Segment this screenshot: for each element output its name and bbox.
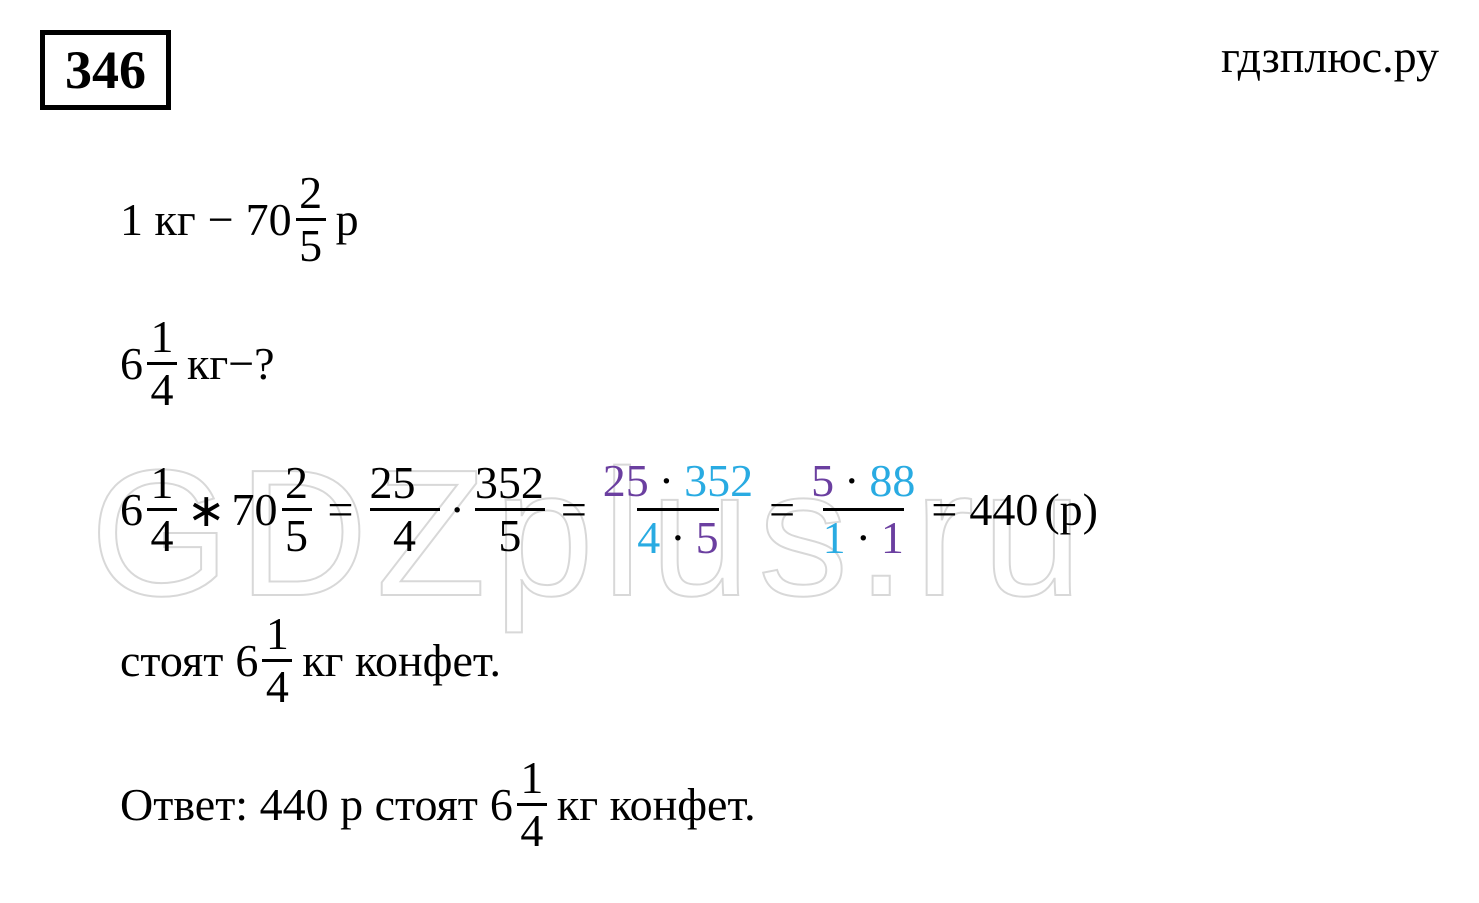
whole-part: 6 [120, 337, 143, 390]
line2-suffix: кг−? [187, 337, 275, 390]
multiply-sign: ∗ [187, 483, 226, 537]
denominator: 4 [262, 659, 292, 710]
content-area: GDZplus.ru 1 кг − 70 2 5 р 6 1 4 кг−? 6 [40, 170, 1439, 854]
fraction: 1 4 [262, 611, 292, 710]
denominator: 5 [475, 508, 545, 559]
site-name: гдзплюс.ру [1221, 30, 1439, 83]
numerator: 1 [151, 314, 174, 362]
num-5: 5 [811, 458, 834, 504]
whole-part: 70 [246, 193, 292, 246]
numerator-row: 5 · 88 [811, 458, 915, 508]
whole-part: 6 [235, 634, 258, 687]
line1-prefix: 1 кг [120, 193, 196, 246]
problem-number-box: 346 [40, 30, 171, 110]
line4-prefix: стоят [120, 634, 223, 687]
dot: · [844, 458, 859, 504]
calculation-line: 6 1 4 ∗ 70 2 5 = 25 4 · 352 5 = 25 [120, 458, 1439, 561]
denominator: 4 [517, 803, 547, 854]
numerator: 1 [266, 611, 289, 659]
numerator: 2 [299, 170, 322, 218]
answer-line: Ответ: 440 р стоят 6 1 4 кг конфет. [120, 755, 1439, 854]
equals-sign: = [561, 483, 587, 536]
minus-sign: − [208, 193, 234, 246]
mixed-fraction-70-2-5: 70 2 5 [232, 460, 316, 559]
fraction-352-5: 352 5 [475, 460, 545, 559]
colored-fraction-2: 5 · 88 1 · 1 [811, 458, 915, 561]
statement-line: стоят 6 1 4 кг конфет. [120, 611, 1439, 710]
fraction: 1 4 [147, 460, 177, 559]
fraction: 1 4 [147, 314, 177, 413]
numerator: 352 [475, 460, 545, 508]
fraction: 2 5 [296, 170, 326, 269]
numerator: 1 [520, 755, 543, 803]
answer-suffix: кг конфет. [557, 778, 756, 831]
denominator: 4 [147, 362, 177, 413]
num-352: 352 [684, 458, 753, 504]
den-1: 1 [881, 515, 904, 561]
den-5: 5 [696, 515, 719, 561]
equals-sign: = [769, 483, 795, 536]
fraction: 2 5 [282, 460, 312, 559]
given-line-2: 6 1 4 кг−? [120, 314, 1439, 413]
numerator: 2 [285, 460, 308, 508]
whole-part: 70 [232, 483, 278, 536]
num-88: 88 [869, 458, 915, 504]
denominator-row: 4 · 5 [637, 508, 718, 561]
mixed-fraction-6-1-4: 6 1 4 [490, 755, 551, 854]
fraction: 1 4 [517, 755, 547, 854]
result-value: 440 [969, 483, 1038, 536]
den-4: 4 [637, 515, 660, 561]
fraction-25-4: 25 4 [370, 460, 440, 559]
numerator-row: 25 · 352 [603, 458, 753, 508]
num-25: 25 [603, 458, 649, 504]
line4-suffix: кг конфет. [302, 634, 501, 687]
numerator: 1 [151, 460, 174, 508]
mixed-fraction-70-2-5: 70 2 5 [246, 170, 330, 269]
mixed-fraction-6-1-4: 6 1 4 [120, 314, 181, 413]
unit-ruble: р [336, 193, 359, 246]
denominator: 4 [147, 508, 177, 559]
given-line-1: 1 кг − 70 2 5 р [120, 170, 1439, 269]
colored-fraction-1: 25 · 352 4 · 5 [603, 458, 753, 561]
dot: · [856, 515, 871, 561]
mixed-fraction-6-1-4: 6 1 4 [120, 460, 181, 559]
dot: · [670, 515, 685, 561]
whole-part: 6 [490, 778, 513, 831]
numerator: 25 [370, 460, 440, 508]
denominator: 5 [296, 218, 326, 269]
whole-part: 6 [120, 483, 143, 536]
denominator-row: 1 · 1 [823, 508, 904, 561]
dot-multiply: · [450, 483, 465, 536]
dot: · [659, 458, 674, 504]
denominator: 4 [370, 508, 440, 559]
denominator: 5 [282, 508, 312, 559]
mixed-fraction-6-1-4: 6 1 4 [235, 611, 296, 710]
answer-prefix: Ответ: 440 р стоят [120, 778, 478, 831]
den-1: 1 [823, 515, 846, 561]
equals-sign: = [328, 483, 354, 536]
problem-number: 346 [65, 40, 146, 100]
equals-sign: = [931, 483, 957, 536]
result-unit: (р) [1044, 483, 1098, 536]
